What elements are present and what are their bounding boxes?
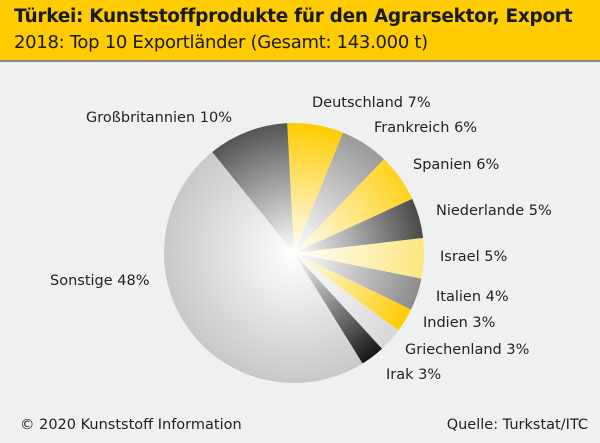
slice-label-deutschland: Deutschland 7% xyxy=(312,95,431,111)
slice-label-irak: Irak 3% xyxy=(386,367,442,383)
header-band: Türkei: Kunststoffprodukte für den Agrar… xyxy=(0,0,600,62)
slice-label-griechenland: Griechenland 3% xyxy=(405,342,530,358)
pie-slice-indien xyxy=(294,253,412,331)
pie-slice-sonstige xyxy=(164,151,363,383)
pie-slice-spanien xyxy=(294,159,413,253)
copyright: © 2020 Kunststoff Information xyxy=(20,417,242,433)
slice-label-italien: Italien 4% xyxy=(436,289,509,305)
pie-slice-großbritannien xyxy=(212,123,294,253)
slice-label-großbritannien: Großbritannien 10% xyxy=(86,110,233,126)
pie-slice-israel xyxy=(294,238,425,279)
pie-slice-deutschland xyxy=(287,123,344,253)
pie-slice-italien xyxy=(294,253,422,310)
source-note: Quelle: Turkstat/ITC xyxy=(446,417,588,433)
slice-label-niederlande: Niederlande 5% xyxy=(436,203,552,219)
slice-label-indien: Indien 3% xyxy=(423,315,496,331)
slice-label-frankreich: Frankreich 6% xyxy=(374,120,478,136)
pie-slice-niederlande xyxy=(294,198,424,253)
slice-label-spanien: Spanien 6% xyxy=(413,157,500,173)
pie-slice-irak xyxy=(294,253,382,364)
slice-label-israel: Israel 5% xyxy=(440,249,508,265)
pie-slice-frankreich xyxy=(294,132,384,253)
slice-label-sonstige: Sonstige 48% xyxy=(50,273,150,289)
chart-subtitle: 2018: Top 10 Exportländer (Gesamt: 143.0… xyxy=(14,32,428,53)
chart-title: Türkei: Kunststoffprodukte für den Agrar… xyxy=(14,6,573,27)
pie-slice-griechenland xyxy=(294,253,399,349)
